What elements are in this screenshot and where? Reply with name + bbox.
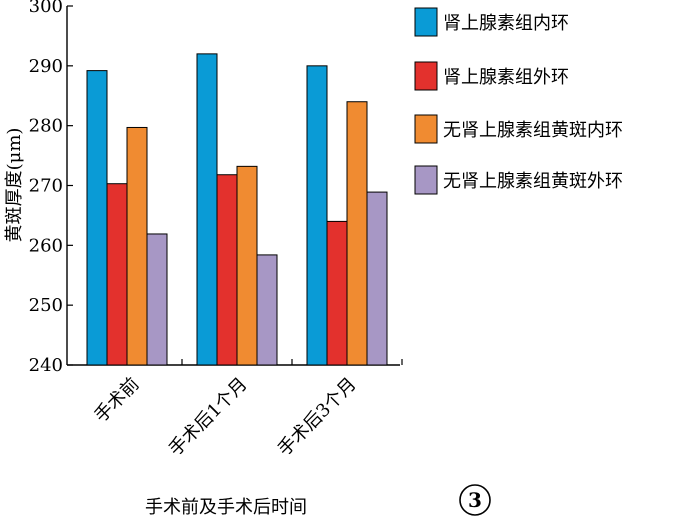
bars (86, 53, 388, 366)
legend-swatch (414, 7, 438, 37)
panel-label: 3 (468, 488, 482, 512)
y-tick-label: 250 (29, 295, 63, 316)
x-category-label: 手术前 (91, 374, 144, 427)
y-tick-label: 240 (29, 355, 63, 376)
y-tick-label: 280 (29, 116, 63, 137)
panel-circle (459, 484, 491, 516)
x-category-label: 手术后3个月 (274, 374, 361, 461)
bar (86, 70, 108, 366)
legend-label: 无肾上腺素组黄斑内环 (443, 120, 623, 141)
bar (366, 191, 388, 366)
y-tick-label: 260 (29, 235, 63, 256)
bar (256, 254, 278, 366)
x-axis-title: 手术前及手术后时间 (145, 497, 307, 518)
y-tick-label: 300 (29, 0, 63, 17)
y-tick-label: 270 (29, 176, 63, 197)
bar (346, 101, 368, 366)
legend-label: 肾上腺素组外环 (443, 67, 569, 88)
x-ticks: 手术前 手术后1个月 手术后3个月 (91, 359, 403, 461)
bar (306, 65, 328, 366)
bar (236, 165, 258, 366)
legend-label: 肾上腺素组内环 (443, 13, 569, 34)
bar (106, 183, 128, 366)
legend-swatch (414, 61, 438, 91)
panel-marker: 3 (459, 484, 491, 516)
y-ticks: 240 250 260 270 280 290 300 (29, 0, 73, 376)
legend-swatch (414, 114, 438, 144)
legend-label: 无肾上腺素组黄斑外环 (443, 171, 623, 192)
bar (216, 174, 238, 366)
x-category-label: 手术后1个月 (165, 374, 252, 461)
bar (126, 126, 148, 366)
bar (196, 53, 218, 366)
y-tick-label: 290 (29, 56, 63, 77)
bar (146, 233, 168, 366)
legend-swatch (414, 165, 438, 195)
bar (326, 220, 348, 366)
y-axis-title: 黄斑厚度(μm) (4, 128, 25, 243)
